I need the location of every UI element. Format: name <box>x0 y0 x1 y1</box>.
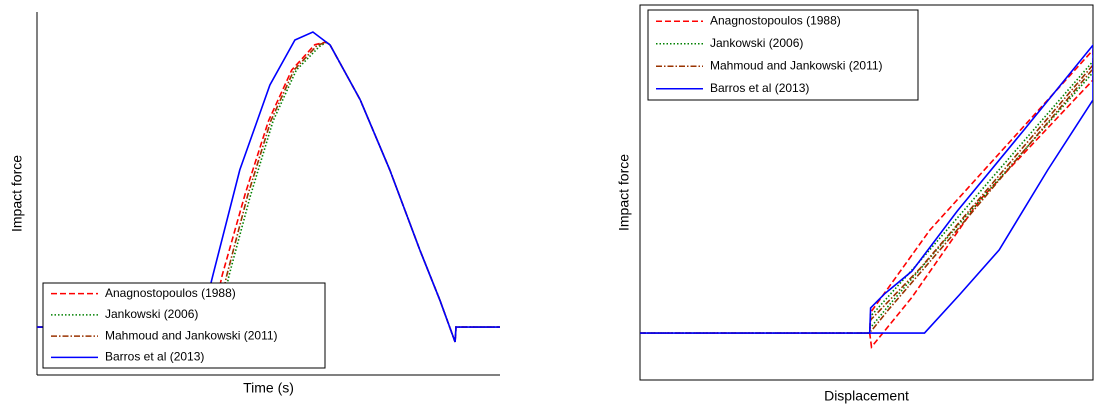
legend: Anagnostopoulos (1988) Jankowski (2006) Ma… <box>647 9 919 101</box>
legend-box <box>647 9 919 101</box>
legend-label: Barros et al (2013) <box>105 350 204 364</box>
legend-box <box>42 282 326 369</box>
y-axis-label: Impact force <box>616 154 632 231</box>
legend-label: Anagnostopoulos (1988) <box>105 286 236 300</box>
series-line <box>37 31 500 343</box>
legend-label: Mahmoud and Jankowski (2011) <box>710 58 883 72</box>
legend-label: Barros et al (2013) <box>710 81 809 95</box>
legend-label: Jankowski (2006) <box>710 36 803 50</box>
series-line <box>640 48 1093 349</box>
plot-area: Time (s) Impact force Anagnostopoulos (198… <box>9 12 500 396</box>
x-axis-label: Time (s) <box>243 380 294 396</box>
x-axis-label: Displacement <box>824 388 909 404</box>
series-line <box>640 60 1093 334</box>
series-line <box>640 63 1093 334</box>
plot-area: Displacement Impact force Anagnostopoulos … <box>616 4 1094 404</box>
axes-box <box>639 4 1094 381</box>
series-line <box>640 43 1093 334</box>
legend-label: Jankowski (2006) <box>105 307 198 321</box>
legend-label: Mahmoud and Jankowski (2011) <box>105 328 278 342</box>
lines <box>640 43 1093 349</box>
legend: Anagnostopoulos (1988) Jankowski (2006) Ma… <box>42 282 326 369</box>
lines <box>37 31 500 343</box>
y-axis-label: Impact force <box>9 155 25 232</box>
legend-label: Anagnostopoulos (1988) <box>710 13 841 27</box>
